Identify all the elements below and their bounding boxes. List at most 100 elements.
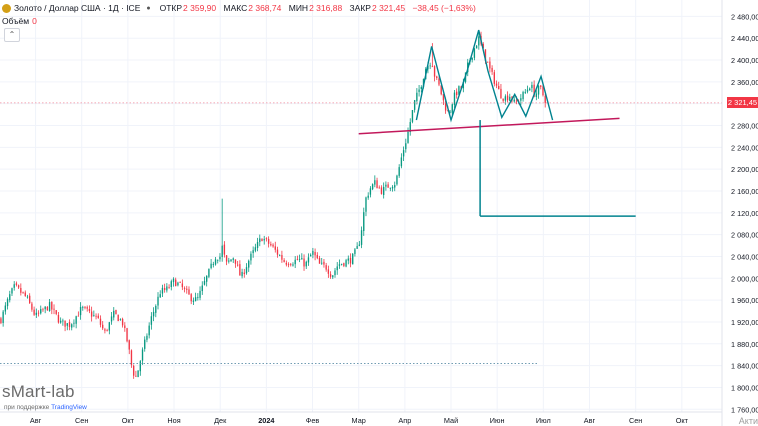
candle-body (307, 257, 310, 263)
candle (312, 247, 314, 259)
candle (436, 75, 438, 81)
candle-body (148, 325, 150, 336)
candle (241, 268, 243, 279)
candle (170, 279, 172, 291)
candle (159, 290, 161, 298)
candle-body (139, 361, 141, 372)
candle (183, 286, 186, 293)
candle-body (159, 294, 161, 298)
candle-body (478, 36, 480, 46)
candle-body (321, 262, 323, 264)
candle (270, 241, 272, 247)
candle (491, 65, 493, 75)
candle (106, 328, 108, 332)
candle (265, 237, 268, 242)
candle-body (513, 99, 515, 102)
candle-body (150, 316, 153, 325)
change-value: −38,45 (−1,63%) (412, 3, 476, 13)
support-prefix: при поддержке (4, 404, 50, 411)
candle (531, 81, 533, 93)
price-tick-label: 1 920,00 (731, 318, 758, 327)
candle-body (24, 292, 26, 296)
candle-body (236, 264, 239, 266)
candle (524, 89, 526, 95)
candle-body (314, 251, 316, 256)
candle (208, 268, 210, 279)
candle (294, 256, 296, 269)
candle (290, 262, 292, 267)
candle-body (471, 57, 473, 60)
candle (128, 339, 130, 355)
candle (150, 312, 153, 330)
candle (327, 265, 330, 278)
candle-body (104, 329, 106, 331)
gold-symbol-icon (2, 3, 11, 13)
candle (214, 256, 217, 266)
candle-body (535, 93, 538, 97)
candle (349, 253, 352, 268)
candle (232, 257, 234, 263)
collapse-legend-button[interactable]: ⌃ (4, 28, 20, 42)
candle-body (371, 184, 374, 190)
candle-body (336, 266, 338, 271)
candle-body (285, 262, 288, 265)
candle-body (190, 294, 192, 302)
candle (194, 292, 197, 302)
candle-body (509, 96, 511, 101)
candle-body (542, 86, 544, 96)
candle-body (55, 310, 57, 314)
candle-body (495, 83, 498, 86)
candle (522, 90, 524, 102)
candle-body (177, 282, 179, 286)
candle-body (391, 186, 394, 189)
legend-indicator-dot[interactable]: ● (146, 4, 151, 12)
candle (338, 259, 341, 269)
candle (166, 283, 168, 293)
candle-body (44, 306, 46, 310)
candle (416, 88, 418, 105)
candle-body (97, 315, 99, 318)
candle (168, 284, 170, 289)
candle-body (296, 258, 299, 260)
candle (256, 237, 259, 252)
price-tick-label: 2 400,00 (731, 56, 758, 65)
candle-body (283, 260, 285, 262)
candle-body (239, 264, 241, 276)
candle (119, 318, 122, 321)
candle-body (232, 258, 234, 260)
candle-body (358, 244, 361, 246)
candle (48, 298, 51, 312)
candle-body (51, 301, 53, 310)
candle-body (378, 187, 380, 189)
candle-body (540, 85, 542, 87)
candle (148, 322, 150, 339)
candle (35, 308, 38, 319)
price-tick-label: 1 800,00 (731, 383, 758, 392)
candle-body (88, 308, 91, 312)
candle-body (62, 320, 64, 322)
candle-body (2, 311, 4, 323)
candle (334, 267, 336, 278)
volume-legend[interactable]: Объём 0 (2, 16, 37, 26)
candle-body (420, 86, 422, 89)
candle (358, 240, 361, 247)
candle (345, 258, 347, 268)
candle-body (363, 212, 365, 231)
candle-body (292, 264, 294, 266)
candle-body (345, 260, 347, 267)
candle (367, 192, 369, 200)
candle (90, 306, 93, 322)
candle-body (64, 320, 66, 327)
symbol-title[interactable]: Золото / Доллар США · 1Д · ICE (14, 3, 141, 13)
candle-body (40, 309, 42, 314)
tradingview-credit[interactable]: при поддержке TradingView (4, 404, 87, 411)
candle-body (303, 258, 305, 267)
price-tick-label: 2 120,00 (731, 209, 758, 218)
candle-body (482, 44, 484, 49)
candle (93, 310, 95, 317)
candle-body (95, 315, 97, 317)
candle-body (394, 185, 396, 188)
candle (394, 181, 396, 192)
candle-body (473, 48, 476, 58)
